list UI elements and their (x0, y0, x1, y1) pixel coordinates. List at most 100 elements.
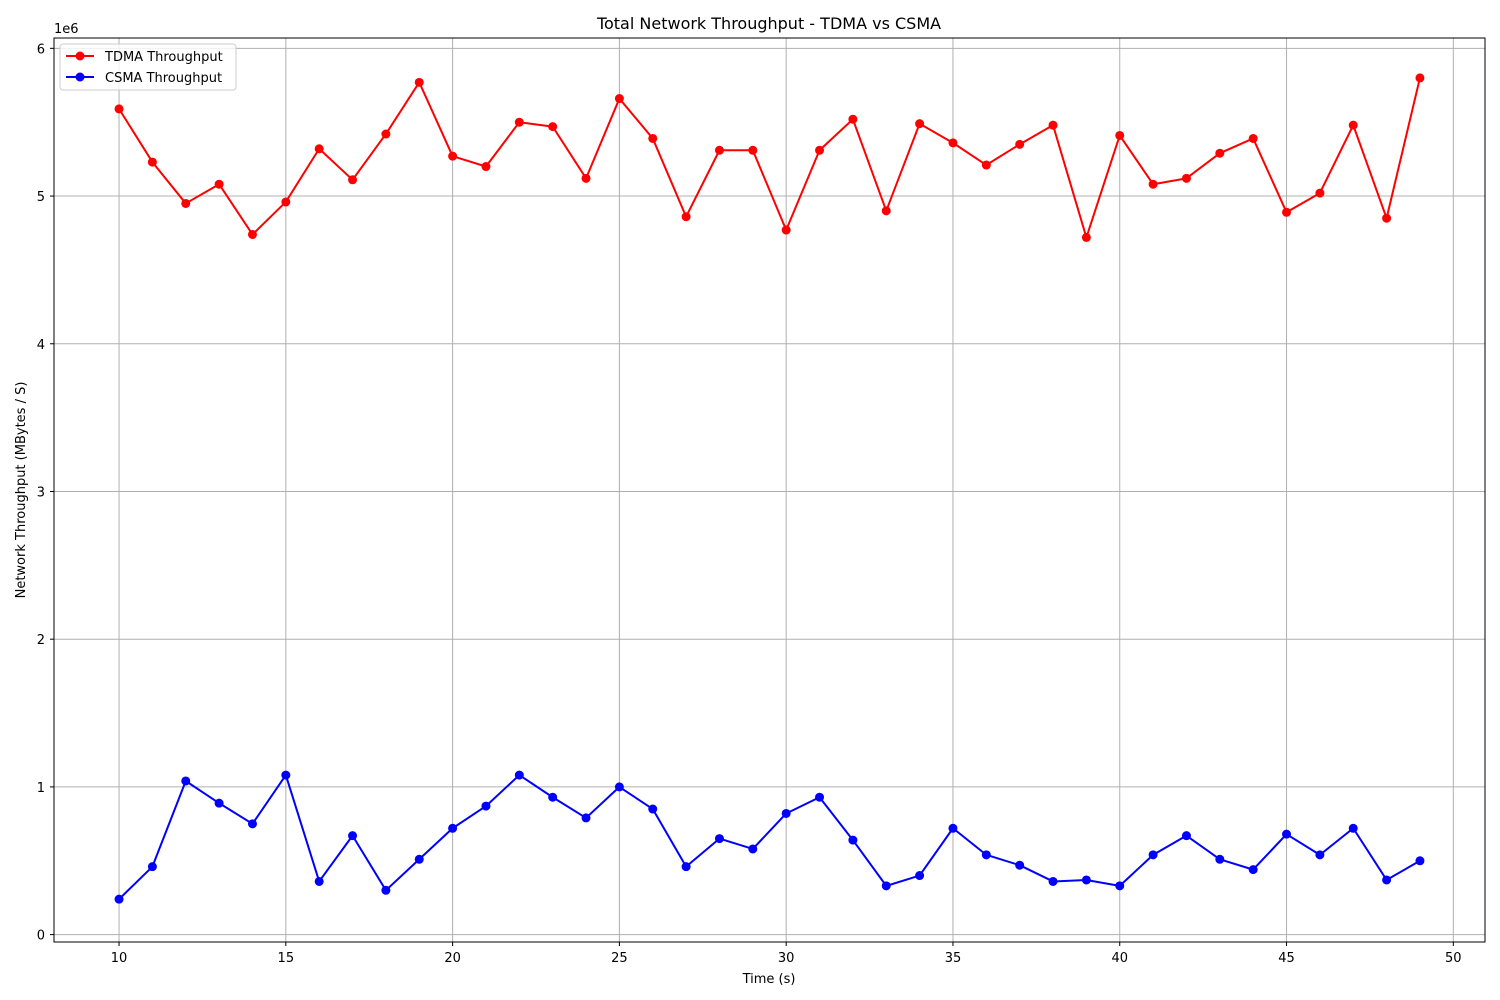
series-layer (114, 73, 1425, 904)
data-point-tdma (281, 197, 291, 207)
y-tick-label: 1 (37, 781, 45, 796)
x-tick-label: 15 (278, 951, 295, 966)
data-point-csma (781, 808, 791, 818)
data-point-csma (648, 804, 658, 814)
data-point-tdma (181, 198, 191, 208)
data-point-csma (1282, 829, 1292, 839)
data-point-csma (1015, 860, 1025, 870)
data-point-tdma (1248, 133, 1258, 143)
data-point-csma (1248, 865, 1258, 875)
plot-frame (53, 37, 1486, 943)
y-tick-label: 6 (37, 42, 45, 57)
data-point-csma (748, 844, 758, 854)
data-point-csma (1081, 875, 1091, 885)
data-point-tdma (1015, 139, 1025, 149)
data-point-csma (448, 823, 458, 833)
data-point-csma (214, 798, 224, 808)
legend-entry-tdma: TDMA Throughput (66, 50, 223, 65)
data-point-csma (414, 854, 424, 864)
data-point-csma (181, 776, 191, 786)
data-point-csma (1348, 823, 1358, 833)
data-point-tdma (1348, 120, 1358, 130)
data-point-csma (247, 819, 257, 829)
data-point-tdma (748, 145, 758, 155)
data-point-csma (881, 881, 891, 891)
data-point-csma (581, 813, 591, 823)
data-point-tdma (314, 144, 324, 154)
data-point-csma (1048, 876, 1058, 886)
data-point-tdma (1048, 120, 1058, 130)
x-tick-label: 25 (611, 951, 628, 966)
data-point-tdma (1415, 73, 1425, 83)
y-tick-label: 2 (37, 633, 45, 648)
data-point-csma (614, 782, 624, 792)
grid (54, 38, 1485, 942)
x-tick-label: 50 (1445, 951, 1462, 966)
y-tick-label: 4 (37, 338, 45, 353)
data-point-tdma (1382, 213, 1392, 223)
data-point-csma (815, 792, 825, 802)
data-point-csma (1115, 881, 1125, 891)
data-point-tdma (648, 133, 658, 143)
legend-entry-csma: CSMA Throughput (66, 71, 222, 86)
data-point-csma (948, 823, 958, 833)
data-point-tdma (614, 94, 624, 104)
data-point-csma (281, 770, 291, 780)
x-tick-label: 35 (945, 951, 962, 966)
data-point-csma (514, 770, 524, 780)
data-point-tdma (514, 117, 524, 127)
data-point-csma (681, 862, 691, 872)
data-point-tdma (414, 77, 424, 87)
data-point-tdma (381, 129, 391, 139)
data-point-tdma (114, 104, 124, 114)
legend-label-tdma: TDMA Throughput (104, 50, 223, 65)
data-point-tdma (1315, 188, 1325, 198)
data-point-tdma (481, 162, 491, 172)
data-point-csma (481, 801, 491, 811)
x-tick-label: 20 (444, 951, 461, 966)
data-point-csma (915, 871, 925, 881)
data-point-tdma (1215, 148, 1225, 158)
data-point-csma (1315, 850, 1325, 860)
data-point-tdma (448, 151, 458, 161)
data-point-tdma (1115, 130, 1125, 140)
legend-label-csma: CSMA Throughput (105, 71, 222, 86)
data-point-csma (314, 876, 324, 886)
data-point-tdma (948, 138, 958, 148)
data-point-csma (981, 850, 991, 860)
chart-title: Total Network Throughput - TDMA vs CSMA (596, 14, 941, 33)
data-point-csma (1382, 875, 1392, 885)
x-tick-label: 10 (111, 951, 128, 966)
data-point-tdma (915, 119, 925, 129)
data-point-tdma (1148, 179, 1158, 189)
x-tick-label: 30 (778, 951, 795, 966)
data-point-csma (1181, 831, 1191, 841)
data-point-csma (381, 885, 391, 895)
data-point-csma (1415, 856, 1425, 866)
data-point-tdma (881, 206, 891, 216)
data-point-csma (147, 862, 157, 872)
data-point-tdma (848, 114, 858, 124)
y-tick-label: 0 (37, 929, 45, 944)
data-point-csma (114, 894, 124, 904)
x-axis-label: Time (s) (742, 972, 796, 987)
data-point-tdma (1282, 207, 1292, 217)
legend-marker-tdma (75, 51, 85, 61)
x-tick-label: 40 (1111, 951, 1128, 966)
data-point-tdma (815, 145, 825, 155)
data-point-tdma (714, 145, 724, 155)
y-axis-label: Network Throughput (MBytes / S) (14, 382, 29, 599)
data-point-tdma (1181, 173, 1191, 183)
data-point-tdma (147, 157, 157, 167)
data-point-tdma (581, 173, 591, 183)
data-point-tdma (247, 229, 257, 239)
data-point-csma (1215, 854, 1225, 864)
legend: TDMA Throughput CSMA Throughput (59, 43, 237, 91)
y-tick-label: 5 (37, 190, 45, 205)
data-point-csma (348, 831, 358, 841)
data-point-tdma (781, 225, 791, 235)
legend-box (59, 43, 237, 91)
